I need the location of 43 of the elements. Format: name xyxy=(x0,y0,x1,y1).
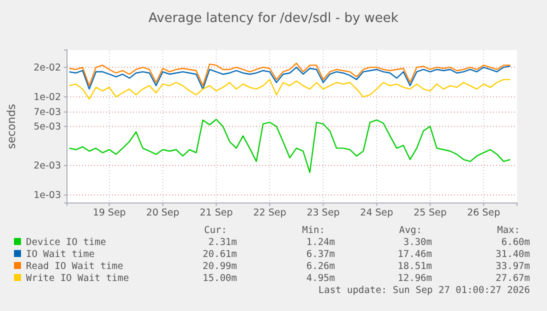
text: 2.31m xyxy=(208,237,238,248)
y-tick-label: 5e-03 xyxy=(34,121,61,132)
x-tick-label: 25 Sep xyxy=(414,208,447,219)
x-tick-label: 22 Sep xyxy=(253,208,286,219)
x-tick-label: 20 Sep xyxy=(146,208,180,219)
text: 27.67m xyxy=(496,273,530,284)
text: Min: xyxy=(302,225,325,236)
x-tick-label: 23 Sep xyxy=(306,208,340,219)
text: 1.24m xyxy=(306,237,336,248)
text: 20.61m xyxy=(202,249,238,260)
legend-label: IO Wait time xyxy=(26,249,95,260)
x-tick-label: 21 Sep xyxy=(200,208,233,219)
text: 12.96m xyxy=(398,273,432,284)
line-series xyxy=(68,78,511,100)
legend-label: Write IO Wait time xyxy=(26,273,130,284)
chart-title: Average latency for /dev/sdl - by week xyxy=(148,11,399,26)
text: 6.60m xyxy=(501,237,530,248)
text: Cur: xyxy=(204,225,227,236)
y-tick-label: 1e-02 xyxy=(34,92,61,103)
legend-label: Read IO Wait time xyxy=(26,261,124,272)
text: 31.40m xyxy=(496,249,530,260)
x-tick-label: 24 Sep xyxy=(360,208,394,219)
text: 18.51m xyxy=(398,261,432,272)
text: 33.97m xyxy=(496,261,530,272)
legend-label: Device IO time xyxy=(26,237,106,248)
text: 4.95m xyxy=(306,273,336,284)
y-tick-label: 1e-03 xyxy=(34,190,61,202)
text: Avg: xyxy=(399,225,422,236)
text: 6.37m xyxy=(306,249,336,260)
text: Last update: Sun Sep 27 01:00:27 2026 xyxy=(318,285,530,296)
y-tick-label: 2e-03 xyxy=(34,160,61,172)
text: 6.26m xyxy=(306,261,336,272)
y-tick-label: 7e-03 xyxy=(34,107,61,118)
text: Max: xyxy=(497,225,520,236)
x-tick-label: 19 Sep xyxy=(92,208,126,219)
y-tick-label: 2e-02 xyxy=(34,62,61,74)
line-series xyxy=(68,118,511,174)
text: 3.30m xyxy=(403,237,432,248)
text: 20.99m xyxy=(202,261,238,272)
text: 17.46m xyxy=(398,249,432,260)
x-tick-label: 26 Sep xyxy=(467,208,500,219)
text: 15.00m xyxy=(202,273,238,284)
y-axis-title: seconds xyxy=(5,104,18,149)
